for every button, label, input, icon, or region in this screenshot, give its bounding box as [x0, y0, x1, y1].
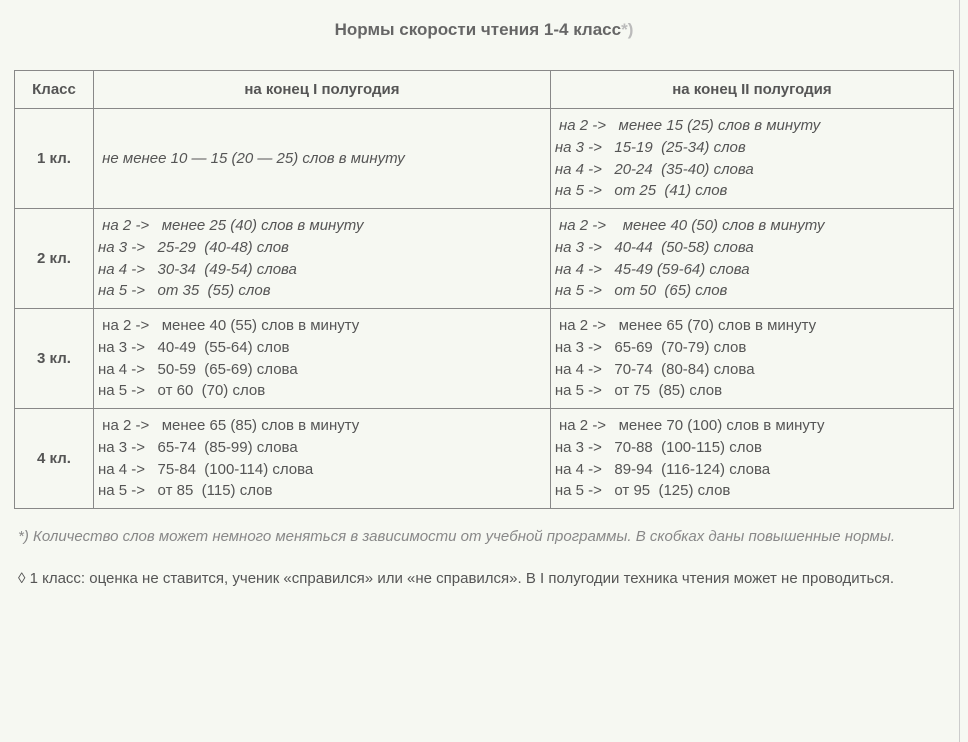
sem2-line: на 4 -> 89-94 (116-124) слова	[555, 459, 949, 481]
sem1-line: на 2 -> менее 65 (85) слов в минуту	[98, 415, 546, 437]
sem2-line: на 4 -> 20-24 (35-40) слова	[555, 159, 949, 181]
th-sem1: на конец I полугодия	[94, 71, 551, 109]
sem2-line: на 2 -> менее 40 (50) слов в минуту	[555, 215, 949, 237]
table-row: 1 кл. не менее 10 — 15 (20 — 25) слов в …	[15, 109, 954, 209]
table-row: 2 кл. на 2 -> менее 25 (40) слов в минут…	[15, 209, 954, 309]
sem2-cell: на 2 -> менее 70 (100) слов в минутуна 3…	[550, 409, 953, 509]
footnote-text: *) Количество слов может немного менятьс…	[18, 528, 895, 545]
sem2-line: на 3 -> 40-44 (50-58) слова	[555, 237, 949, 259]
sem2-cell: на 2 -> менее 40 (50) слов в минутуна 3 …	[550, 209, 953, 309]
sem1-cell: на 2 -> менее 25 (40) слов в минутуна 3 …	[94, 209, 551, 309]
sem1-line: на 2 -> менее 25 (40) слов в минуту	[98, 215, 546, 237]
sem1-cell: на 2 -> менее 65 (85) слов в минутуна 3 …	[94, 409, 551, 509]
sem2-line: на 3 -> 65-69 (70-79) слов	[555, 337, 949, 359]
sem1-line: на 5 -> от 60 (70) слов	[98, 380, 546, 402]
sem2-cell: на 2 -> менее 15 (25) слов в минутуна 3 …	[550, 109, 953, 209]
sem1-line: на 3 -> 25-29 (40-48) слов	[98, 237, 546, 259]
sem2-line: на 5 -> от 95 (125) слов	[555, 480, 949, 502]
footnote: *) Количество слов может немного менятьс…	[18, 523, 950, 552]
sem2-line: на 5 -> от 75 (85) слов	[555, 380, 949, 402]
sem2-line: на 3 -> 70-88 (100-115) слов	[555, 437, 949, 459]
table-row: 3 кл. на 2 -> менее 40 (55) слов в минут…	[15, 309, 954, 409]
extra-note: ◊ 1 класс: оценка не ставится, ученик «с…	[18, 566, 950, 592]
sem2-line: на 5 -> от 25 (41) слов	[555, 180, 949, 202]
sem2-line: на 2 -> менее 65 (70) слов в минуту	[555, 315, 949, 337]
title-star: *)	[621, 20, 633, 39]
sem1-line: на 3 -> 40-49 (55-64) слов	[98, 337, 546, 359]
class-cell: 4 кл.	[15, 409, 94, 509]
page-wrapper: Нормы скорости чтения 1-4 класс*) Класс …	[0, 0, 968, 742]
extra-note-text: ◊ 1 класс: оценка не ставится, ученик «с…	[18, 570, 894, 587]
sem1-line: на 5 -> от 35 (55) слов	[98, 280, 546, 302]
sem1-cell: на 2 -> менее 40 (55) слов в минутуна 3 …	[94, 309, 551, 409]
sem1-cell: не менее 10 — 15 (20 — 25) слов в минуту	[94, 109, 551, 209]
sem1-text: не менее 10 — 15 (20 — 25) слов в минуту	[98, 148, 546, 170]
sem2-line: на 2 -> менее 15 (25) слов в минуту	[555, 115, 949, 137]
norms-table: Класс на конец I полугодия на конец II п…	[14, 70, 954, 509]
sem1-line: на 4 -> 75-84 (100-114) слова	[98, 459, 546, 481]
class-cell: 1 кл.	[15, 109, 94, 209]
sem2-line: на 2 -> менее 70 (100) слов в минуту	[555, 415, 949, 437]
title-text: Нормы скорости чтения 1-4 класс	[335, 20, 621, 39]
page-title: Нормы скорости чтения 1-4 класс*)	[10, 20, 958, 40]
sem2-line: на 3 -> 15-19 (25-34) слов	[555, 137, 949, 159]
sem1-line: на 4 -> 30-34 (49-54) слова	[98, 259, 546, 281]
right-divider	[959, 0, 960, 742]
class-cell: 2 кл.	[15, 209, 94, 309]
sem1-line: на 4 -> 50-59 (65-69) слова	[98, 359, 546, 381]
sem1-line: на 2 -> менее 40 (55) слов в минуту	[98, 315, 546, 337]
class-cell: 3 кл.	[15, 309, 94, 409]
th-class: Класс	[15, 71, 94, 109]
sem2-line: на 4 -> 45-49 (59-64) слова	[555, 259, 949, 281]
sem1-line: на 5 -> от 85 (115) слов	[98, 480, 546, 502]
sem2-cell: на 2 -> менее 65 (70) слов в минутуна 3 …	[550, 309, 953, 409]
sem2-line: на 5 -> от 50 (65) слов	[555, 280, 949, 302]
sem1-line: на 3 -> 65-74 (85-99) слова	[98, 437, 546, 459]
th-sem2: на конец II полугодия	[550, 71, 953, 109]
sem2-line: на 4 -> 70-74 (80-84) слова	[555, 359, 949, 381]
table-row: 4 кл. на 2 -> менее 65 (85) слов в минут…	[15, 409, 954, 509]
